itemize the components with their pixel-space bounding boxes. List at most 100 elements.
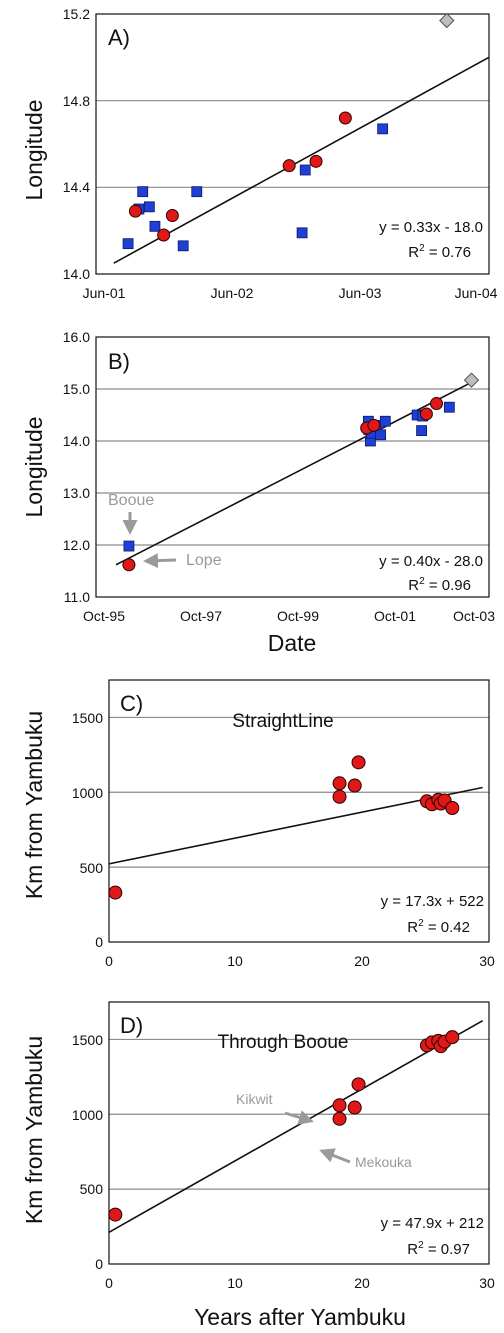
panel-b-ytick: 14.0 [63,433,90,449]
panel-d-x-axis-label: Years after Yambuku [194,1304,406,1330]
panel-a-xtick: Jun-03 [339,285,382,301]
panel-b-ytick: 11.0 [64,589,90,605]
panel-d-xtick: 20 [354,1275,370,1291]
panel-d-r-squared: R2 = 0.97 [407,1240,470,1258]
square-marker [296,227,308,239]
trendline [115,380,475,566]
circle-marker [332,1111,347,1126]
square-marker [379,415,391,427]
circle-marker [351,1077,366,1092]
kikwit-annotation: Kikwit [236,1091,273,1107]
circle-marker [347,1100,362,1115]
panel-c-equation: y = 17.3x + 522 [381,893,484,910]
panel-a-y-axis-label: Longitude [21,99,47,200]
panel-c-xtick: 30 [479,953,495,969]
panel-c-xtick: 20 [354,953,370,969]
panel-b-xtick: Oct-97 [180,608,222,624]
panel-d-y-tick-labels: 0 500 1000 1500 [72,1032,103,1272]
panel-b-y-tick-labels: 16.0 15.0 14.0 13.0 12.0 11.0 [63,329,90,605]
panel-b-r-squared: R2 = 0.96 [408,576,471,594]
panel-a-ytick: 14.0 [63,266,90,282]
circle-marker [108,1207,123,1222]
panel-a-label: A) [108,25,130,50]
panel-d-ytick: 500 [80,1181,104,1197]
panel-a-equation: y = 0.33x - 18.0 [379,219,483,236]
panel-b-markers [122,372,480,572]
panel-d-title: Through Booue [218,1032,349,1053]
booue-annotation: Booue [108,492,154,509]
kikwit-arrow-icon [284,1110,314,1125]
trendline [108,1020,484,1233]
panel-c-ytick: 1500 [72,710,103,726]
mekouka-arrow-icon [319,1148,351,1164]
circle-marker [429,397,443,411]
panel-d-y-axis-label: Km from Yambuku [21,1036,47,1224]
panel-a-markers [122,12,455,252]
lope-arrow-icon [143,553,177,569]
panel-a-plot-frame [95,13,490,275]
panel-a-ytick: 15.2 [63,6,90,22]
square-marker [143,201,155,213]
circle-marker [351,755,366,770]
panel-b-label: B) [108,349,130,374]
square-marker [137,186,149,198]
circle-marker [165,209,179,222]
square-marker [377,123,389,135]
panel-c-xtick: 10 [227,953,243,969]
trendline [113,56,490,264]
panel-a-xtick: Jun-01 [83,285,126,301]
panel-b: B) Booue Lope y = 0.40x - 28.0 R2 = 0.96… [21,329,495,656]
circle-marker [108,885,123,900]
panel-c-title: StraightLine [232,711,333,732]
circle-marker [309,154,323,168]
panel-c-gridlines [109,716,489,868]
panel-c-ytick: 500 [80,860,104,876]
panel-d-gridlines [109,1038,489,1190]
square-marker [443,401,455,413]
panel-c: C) StraightLine y = 17.3x + 522 R2 = 0.4… [21,679,495,969]
panel-d-x-tick-labels: 0 10 20 30 [105,1275,495,1291]
panel-d-xtick: 0 [105,1275,113,1291]
panel-d-xtick: 30 [479,1275,495,1291]
square-marker [122,238,134,250]
circle-marker [419,407,433,421]
panel-b-xtick: Oct-01 [374,608,416,624]
square-marker [416,425,427,437]
panel-d-trendline [108,1020,484,1233]
panel-a-ytick: 14.4 [63,179,90,195]
panel-a-x-tick-labels: Jun-01 Jun-02 Jun-03 Jun-04 [83,285,498,301]
panel-d-ytick: 1500 [72,1032,103,1048]
circle-marker [282,159,296,173]
panel-d-equation: y = 47.9x + 212 [381,1215,484,1232]
panel-c-x-tick-labels: 0 10 20 30 [105,953,495,969]
panel-d-ytick: 0 [95,1256,103,1272]
circle-marker [445,1030,460,1045]
panel-d-label: D) [120,1013,143,1038]
panel-c-y-axis-label: Km from Yambuku [21,711,47,899]
panel-a-ytick: 14.8 [63,93,90,109]
diamond-marker [439,12,455,29]
circle-marker [332,789,347,804]
square-marker [123,540,135,552]
panel-a: A) y = 0.33x - 18.0 R2 = 0.76 15.2 14.8 … [21,6,498,301]
panel-d-plot-frame [108,1001,490,1265]
panel-b-x-axis-label: Date [268,630,317,656]
panel-b-y-axis-label: Longitude [21,416,47,517]
panel-c-label: C) [120,691,143,716]
panel-d: D) Through Booue Kikwit Mekouka y = 47.9… [21,1001,495,1330]
circle-marker [332,776,347,791]
panel-c-ytick: 1000 [72,785,103,801]
panel-b-equation: y = 0.40x - 28.0 [379,553,483,570]
panel-c-markers [108,755,460,900]
panel-c-xtick: 0 [105,953,113,969]
panel-b-ytick: 16.0 [63,329,90,345]
circle-marker [338,111,352,125]
panel-a-y-tick-labels: 15.2 14.8 14.4 14.0 [63,6,90,282]
circle-marker [332,1098,347,1113]
circle-marker [445,801,460,816]
circle-marker [122,558,136,572]
square-marker [375,429,387,441]
panel-b-gridlines [96,388,489,546]
panel-a-xtick: Jun-02 [211,285,254,301]
